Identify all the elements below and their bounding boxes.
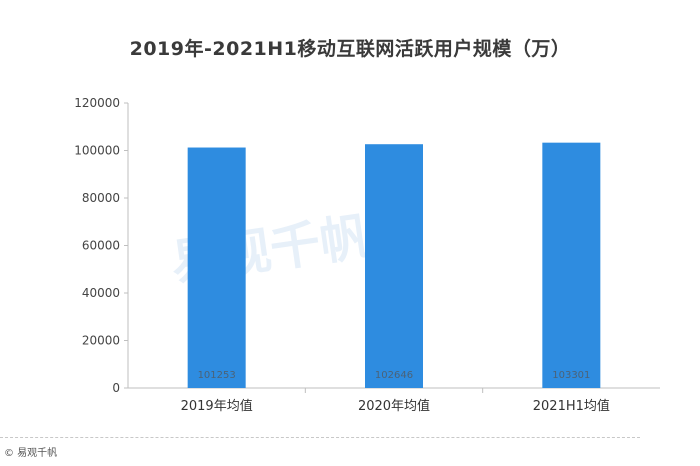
- y-tick-label: 0: [112, 381, 120, 395]
- x-tick-label: 2020年均值: [358, 398, 430, 414]
- y-tick-label: 80000: [82, 191, 120, 205]
- data-label: 103301: [552, 370, 590, 381]
- x-tick-label: 2021H1均值: [533, 398, 610, 414]
- data-label: 102646: [375, 370, 413, 381]
- y-tick-label: 100000: [74, 144, 120, 158]
- y-tick-label: 40000: [82, 286, 120, 300]
- x-tick-label: 2019年均值: [181, 398, 253, 414]
- y-tick-label: 60000: [82, 239, 120, 253]
- bar: [542, 142, 601, 388]
- footer-divider: [0, 437, 640, 438]
- bar: [187, 147, 246, 388]
- source-note: © 易观千帆: [4, 448, 58, 459]
- data-label: 101253: [198, 370, 236, 381]
- bar: [365, 144, 423, 388]
- y-tick-label: 20000: [82, 334, 120, 348]
- chart-title: 2019年-2021H1移动互联网活跃用户规模（万）: [129, 38, 571, 60]
- y-tick-label: 120000: [74, 96, 120, 110]
